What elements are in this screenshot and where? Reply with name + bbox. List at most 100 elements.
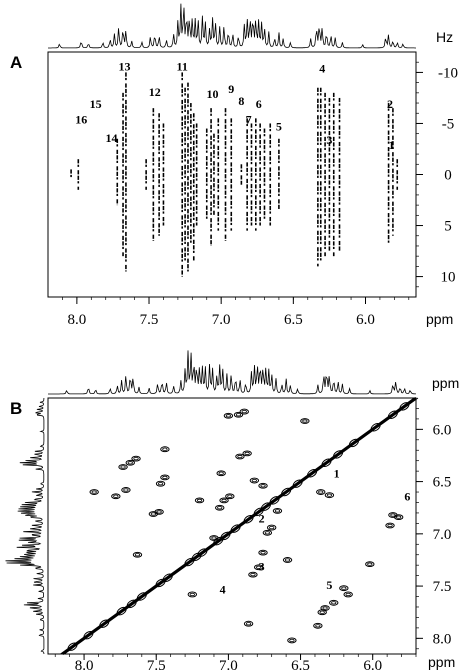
cross-peak <box>160 446 170 453</box>
cross-peak <box>324 492 335 499</box>
cross-peak <box>266 524 277 531</box>
cross-peak <box>242 450 252 457</box>
cross-peak-contour-inner <box>241 409 247 414</box>
diagonal-peak <box>220 531 231 541</box>
panel-a-x-unit: ppm <box>426 311 453 327</box>
cross-peak-contour <box>313 622 323 629</box>
cross-peak-contour <box>393 514 404 521</box>
diagonal-peak <box>399 402 410 411</box>
cross-peak-contour <box>266 524 277 531</box>
cross-peak-contour <box>324 492 335 499</box>
panel-b-x-axis: 8.0 7.5 7.0 6.5 6.0 <box>54 654 417 670</box>
cross-peak <box>89 489 99 495</box>
cross-peak-contour <box>132 551 143 558</box>
cross-peak-contour <box>258 482 268 489</box>
diagonal-peak <box>269 496 280 505</box>
cross-peak-contour-inner <box>302 419 308 423</box>
x-tick-label: 6.5 <box>284 312 303 328</box>
cross-peak-contour <box>248 571 258 578</box>
cross-peak-contour <box>89 489 99 495</box>
cross-peak-contour <box>155 480 166 487</box>
cross-peak-contour <box>235 453 245 460</box>
cross-peak-contour-inner <box>235 413 242 417</box>
cross-peak-contour-inner <box>127 461 133 465</box>
peak-number-label: 3 <box>326 133 332 147</box>
cross-peak-contour-inner <box>245 622 252 626</box>
diagonal-peak <box>162 573 173 582</box>
cross-peak-contour <box>111 493 121 500</box>
cross-peak <box>316 489 326 495</box>
cross-peak-contour-inner <box>221 498 227 502</box>
cross-peak-contour-inner <box>217 506 223 510</box>
cross-peak-contour-inner <box>120 465 126 469</box>
cross-peak-contour <box>194 497 205 504</box>
y-tick-label: 8.0 <box>433 631 452 647</box>
cross-peak <box>215 504 225 511</box>
cross-peak-contour-inner <box>211 536 217 540</box>
cross-peak <box>160 474 170 481</box>
cross-peak-contour-inner <box>322 606 328 610</box>
peak-number-label: 1 <box>334 466 340 480</box>
panel-b-y-unit: ppm <box>432 375 459 391</box>
diagonal-ridge-edge <box>60 397 415 655</box>
x-tick-label: 6.5 <box>291 658 310 670</box>
cross-peak-contour-inner <box>289 638 295 643</box>
peak-number-label: 5 <box>276 120 282 134</box>
cross-peak <box>300 418 310 424</box>
diagonal-peak <box>155 578 166 588</box>
y-tick-label: 5 <box>444 219 452 235</box>
cross-peak-contour <box>160 446 170 453</box>
x-tick-label: 6.0 <box>363 658 382 670</box>
peak-number-label: 12 <box>149 85 161 99</box>
cross-peak <box>125 459 135 466</box>
diagonal-peak <box>99 619 110 628</box>
cross-peak-contour-inner <box>113 494 119 498</box>
peak-number-label: 5 <box>326 578 332 592</box>
cross-peak-contour <box>223 412 234 419</box>
cross-peak-contour-inner <box>225 414 231 418</box>
diagonal-peak <box>230 524 241 533</box>
x-tick-label: 7.0 <box>219 658 238 670</box>
cross-peak <box>239 408 249 415</box>
cross-peak-contour <box>160 474 170 481</box>
cross-peak <box>393 514 404 521</box>
cross-peak-contour-inner <box>318 490 324 494</box>
panel-b-y-axis: 6.0 6.5 7.0 7.5 8.0 <box>416 408 452 650</box>
peak-number-label: 9 <box>228 82 234 96</box>
cross-peak-contour <box>215 504 225 511</box>
panel-b-plot-frame <box>47 397 417 655</box>
diagonal-peak <box>260 502 271 511</box>
cross-peak-contour <box>233 411 244 418</box>
panel-b-top-1d-spectrum <box>48 350 416 395</box>
cross-peak-contour-inner <box>189 592 195 597</box>
cross-peak-contour <box>219 497 229 504</box>
peak-number-label: 10 <box>207 87 219 101</box>
diagonal-peak <box>116 606 127 616</box>
cross-peak-contour-inner <box>251 478 257 483</box>
cross-peak-contour <box>272 507 283 514</box>
panel-b: B ppm ppm 1 2 3 4 5 6 8.0 7.5 7.0 6.5 6.0 6.0 6.5 7… <box>5 350 459 670</box>
cross-peak-contour-inner <box>156 510 162 514</box>
cross-peak-contour <box>187 591 198 598</box>
cross-peak-contour-inner <box>250 572 256 577</box>
x-tick-label: 7.5 <box>140 312 159 328</box>
cross-peak <box>111 493 121 500</box>
diagonal-peak <box>307 468 318 478</box>
diagonal-peak <box>197 548 208 557</box>
cross-peak-contour <box>316 489 326 495</box>
y-tick-label: 7.5 <box>433 579 452 595</box>
cross-peak <box>223 412 234 419</box>
cross-peak-contour-inner <box>345 592 351 597</box>
cross-peak-contour <box>329 599 339 606</box>
panel-a-letter: A <box>10 53 22 72</box>
peak-number-label: 4 <box>220 582 226 596</box>
diagonal-peak <box>243 514 254 524</box>
cross-peak-contour-inner <box>237 454 243 459</box>
cross-peak-contour <box>300 418 310 424</box>
cross-peak <box>253 564 264 571</box>
cross-peak-contour <box>239 408 249 415</box>
cross-peak-contour <box>282 557 293 563</box>
panel-b-cross-peaks <box>89 408 404 644</box>
cross-peak <box>248 571 258 578</box>
